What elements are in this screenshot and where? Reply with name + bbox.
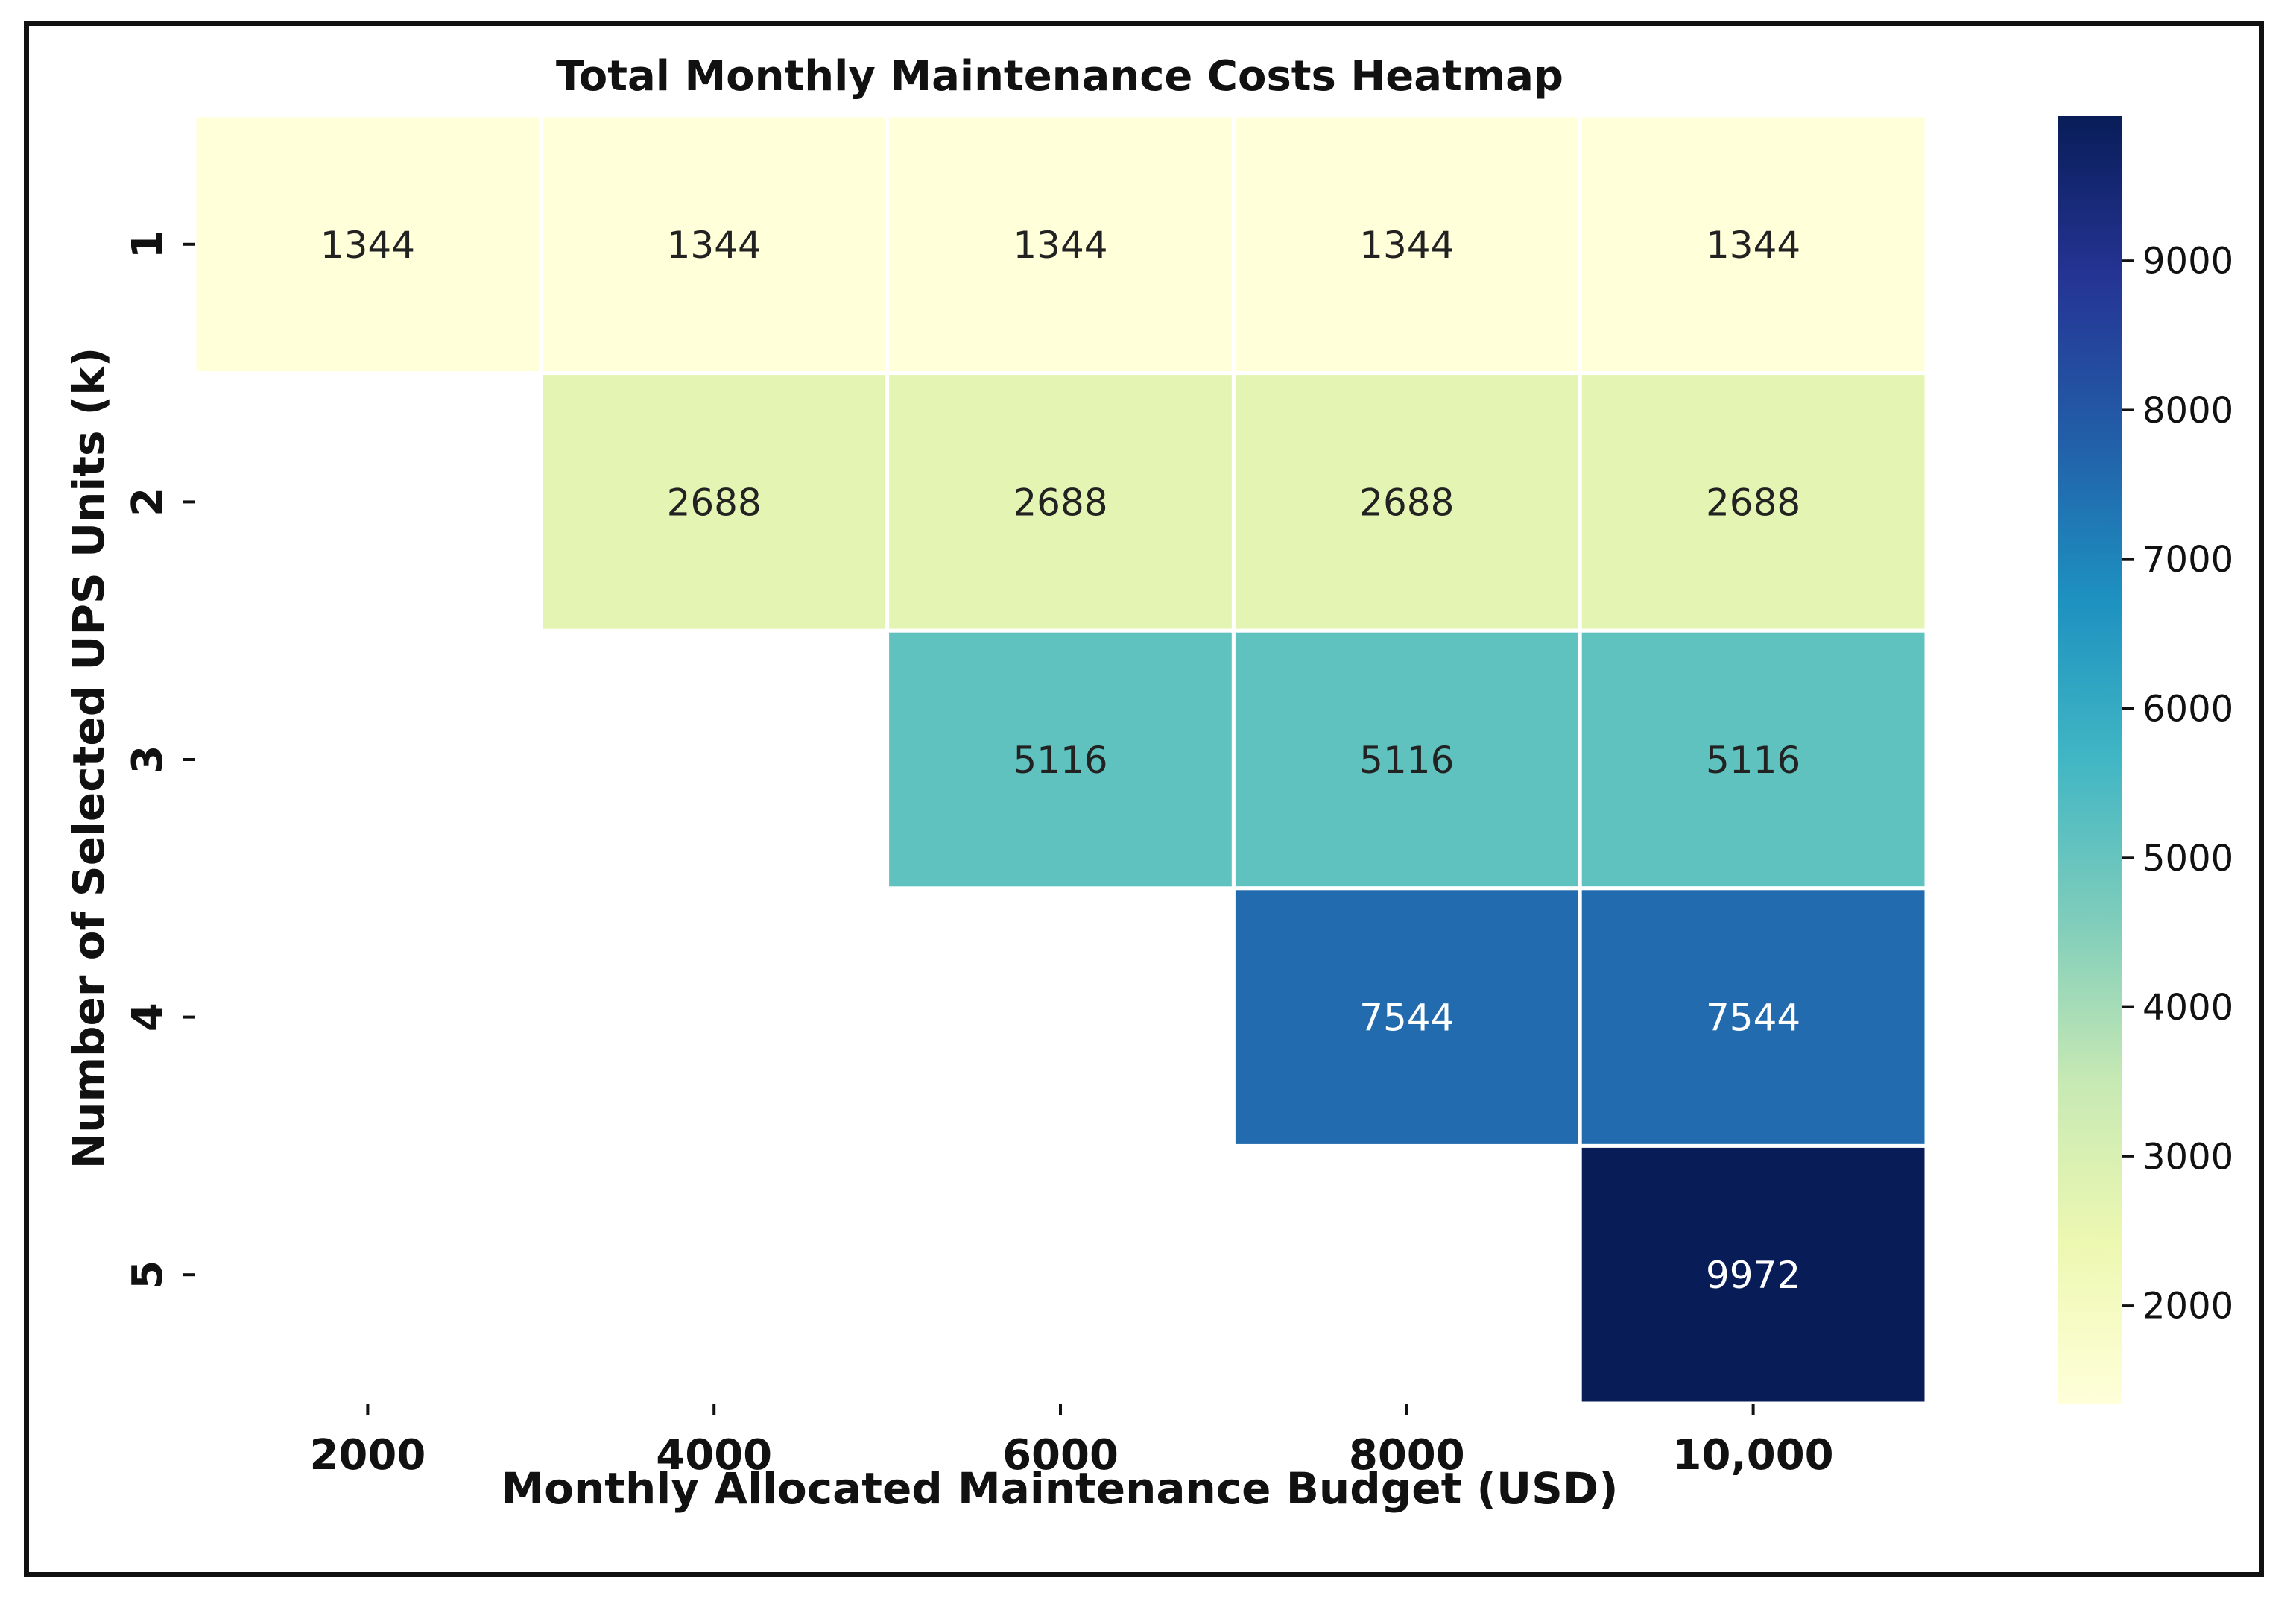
- cell-value-label: 5116: [1706, 739, 1800, 782]
- x-tick-label: 6000: [1002, 1431, 1119, 1480]
- cell-value-label: 1344: [1013, 224, 1107, 267]
- x-axis-ticks: 2000 4000 6000 8000 10,000: [309, 1404, 1834, 1480]
- colorbar-tick-label: 6000: [2142, 689, 2233, 730]
- cell-value-label: 9972: [1706, 1254, 1800, 1297]
- heatmap-cell: [1231, 113, 1582, 376]
- colorbar-tick-label: 3000: [2142, 1136, 2233, 1178]
- colorbar-gradient: [2058, 116, 2122, 1404]
- heatmap-cells: 1344 1344 1344 1344 1344 2688 2688 2688 2688 5116…: [192, 113, 1929, 1406]
- cell-value-label: 5116: [1359, 739, 1454, 782]
- heatmap-cell: [1231, 886, 1582, 1148]
- cell-value-label: 7544: [1359, 997, 1454, 1040]
- cell-value-label: 1344: [1359, 224, 1454, 267]
- heatmap-cell: [192, 113, 543, 376]
- heatmap-cell: [1578, 113, 1929, 376]
- heatmap-cell: [885, 628, 1236, 891]
- cell-value-label: 2688: [1706, 481, 1800, 524]
- chart-title: Total Monthly Maintenance Costs Heatmap: [556, 52, 1563, 101]
- cell-value-label: 2688: [667, 481, 762, 524]
- colorbar-tick-label: 8000: [2142, 390, 2233, 432]
- heatmap-cell: [539, 113, 890, 376]
- colorbar-tick-label: 7000: [2142, 539, 2233, 581]
- y-tick-label: 2: [124, 487, 172, 517]
- x-tick-label: 4000: [656, 1431, 772, 1480]
- x-tick-label: 10,000: [1673, 1431, 1834, 1480]
- cell-value-label: 5116: [1013, 739, 1107, 782]
- y-tick-label: 4: [124, 1003, 172, 1032]
- heatmap-cell: [539, 371, 890, 633]
- colorbar-tick-label: 4000: [2142, 987, 2233, 1029]
- heatmap-chart: Total Monthly Maintenance Costs Heatmap …: [63, 52, 2233, 1514]
- y-tick-label: 3: [124, 745, 172, 774]
- cell-value-label: 1344: [320, 224, 415, 267]
- cell-value-label: 2688: [1359, 481, 1454, 524]
- x-axis-label: Monthly Allocated Maintenance Budget (US…: [501, 1463, 1618, 1514]
- figure-frame: Total Monthly Maintenance Costs Heatmap …: [24, 21, 2264, 1577]
- heatmap-cell: [1578, 628, 1929, 891]
- cell-value-label: 7544: [1706, 997, 1800, 1040]
- y-axis-label: Number of Selected UPS Units (k): [63, 347, 114, 1169]
- y-tick-label: 1: [124, 230, 172, 259]
- cell-value-label: 1344: [1706, 224, 1800, 267]
- cell-value-label: 1344: [667, 224, 762, 267]
- heatmap-cell: [885, 113, 1236, 376]
- x-tick-label: 8000: [1349, 1431, 1465, 1480]
- y-tick-label: 5: [124, 1260, 172, 1289]
- colorbar-ticks: 2000 3000 4000 5000 6000 7000 8000 9000: [2122, 241, 2233, 1327]
- cell-value-label: 2688: [1013, 481, 1107, 524]
- heatmap-cell: [1578, 1143, 1929, 1406]
- colorbar-tick-label: 9000: [2142, 241, 2233, 282]
- colorbar-tick-label: 2000: [2142, 1286, 2233, 1327]
- heatmap-cell: [1578, 886, 1929, 1148]
- heatmap-cell: [1231, 371, 1582, 633]
- colorbar-tick-label: 5000: [2142, 838, 2233, 880]
- x-tick-label: 2000: [309, 1431, 426, 1480]
- y-axis-ticks: 1 2 3 4 5: [124, 230, 195, 1289]
- colorbar: 2000 3000 4000 5000 6000 7000 8000 9000: [2058, 116, 2233, 1404]
